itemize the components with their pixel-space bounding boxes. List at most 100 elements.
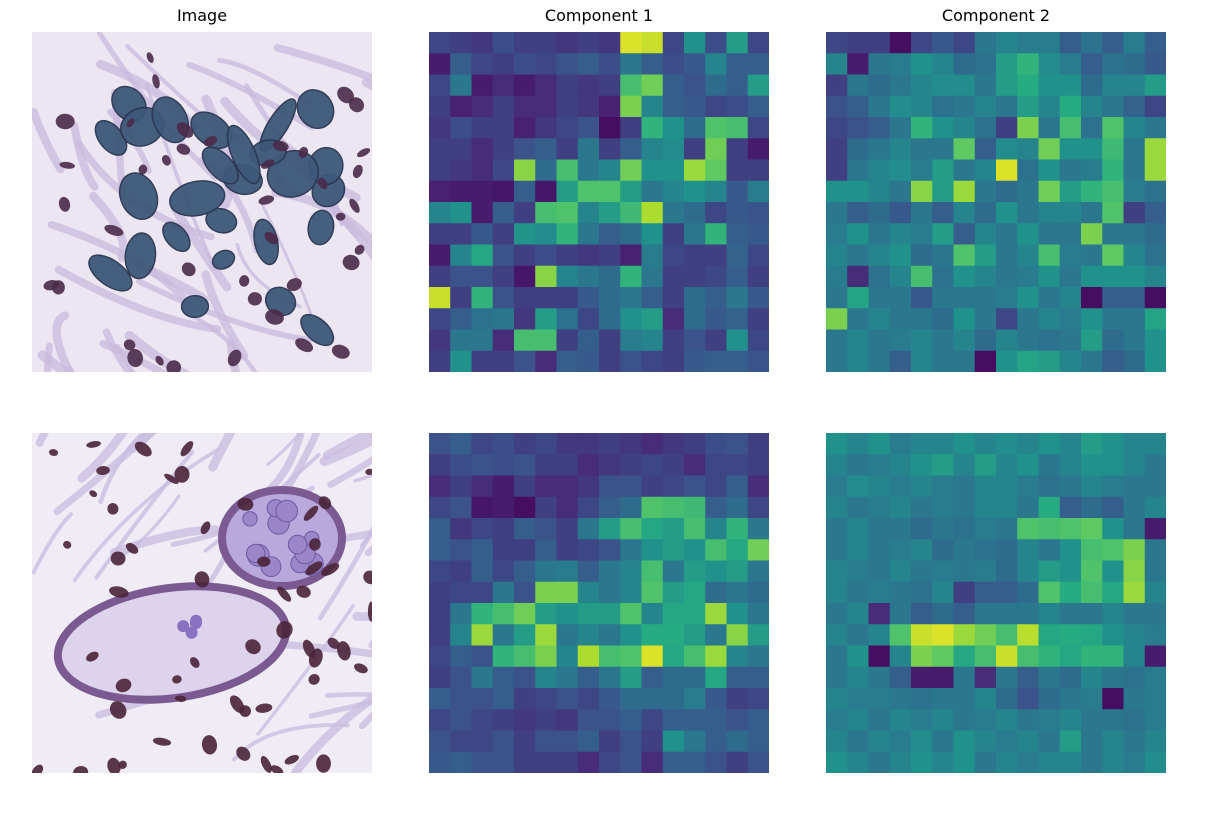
stromal-nucleus (296, 585, 311, 598)
stroma-fibre (216, 58, 313, 107)
heatmap-cell-r2-7-11 (1059, 581, 1082, 604)
heatmap-cell-r1-6-6 (556, 159, 579, 182)
heatmap-cell-r1-4-4 (911, 117, 933, 139)
heatmap-cell-r1-4-14 (1123, 117, 1146, 139)
heatmap-cell-r1-8-14 (726, 202, 749, 224)
stromal-nucleus (58, 196, 71, 212)
stroma-fibre (186, 61, 315, 131)
heatmap-cell-r1-3-7 (577, 95, 600, 118)
heatmap-cell-r2-0-4 (911, 433, 933, 455)
heatmap-cell-r2-9-1 (450, 624, 473, 647)
heatmap-cell-r2-12-4 (514, 688, 536, 710)
stromal-nucleus (176, 143, 191, 155)
heatmap-cell-r2-7-6 (556, 581, 579, 604)
heatmap-cell-r2-12-1 (450, 688, 473, 710)
heatmap-cell-r1-14-15 (1144, 329, 1166, 352)
heatmap-cell-r1-7-0 (429, 180, 451, 203)
heatmap-cell-r1-8-6 (953, 202, 976, 224)
heatmap-cell-r1-11-9 (620, 265, 643, 288)
heatmap-cell-r2-2-12 (684, 475, 706, 498)
heatmap-cell-r1-15-10 (1038, 350, 1061, 372)
tissue-image-svg (32, 32, 372, 372)
heatmap-cell-r2-12-8 (996, 688, 1018, 710)
heatmap-cell-r1-13-8 (996, 308, 1018, 331)
heatmap-cell-r1-4-5 (535, 117, 558, 139)
heatmap-cell-r1-15-15 (747, 350, 769, 372)
heatmap-cell-r1-4-1 (450, 117, 473, 139)
heatmap-cell-r1-11-9 (1017, 265, 1040, 288)
heatmap-cell-r2-14-13 (1102, 730, 1125, 753)
heatmap-cell-r2-3-5 (932, 496, 955, 519)
heatmap-cell-r1-8-5 (535, 202, 558, 224)
heatmap-cell-r1-12-14 (1123, 287, 1146, 309)
heatmap-cell-r2-9-4 (514, 624, 536, 647)
heatmap-cell-r1-15-2 (868, 350, 891, 372)
heatmap-cell-r1-15-11 (1059, 350, 1082, 372)
heatmap-cell-r1-12-15 (747, 287, 769, 309)
heatmap-cell-r1-9-0 (429, 223, 451, 246)
heatmap-cell-r2-9-5 (535, 624, 558, 647)
heatmap-cell-r1-15-11 (662, 350, 685, 372)
heatmap-cell-r2-5-6 (953, 539, 976, 562)
heatmap-cell-r1-8-8 (996, 202, 1018, 224)
heatmap-cell-r1-5-14 (1123, 138, 1146, 161)
gland-cell (287, 534, 308, 555)
heatmap-cell-r2-8-5 (932, 603, 955, 625)
heatmap-cell-r1-12-13 (705, 287, 728, 309)
tumor-nucleus (88, 254, 133, 292)
heatmap-cell-r2-8-5 (535, 603, 558, 625)
heatmap-cell-r2-9-1 (847, 624, 870, 647)
heatmap-cell-r2-14-4 (514, 730, 536, 753)
stromal-nucleus (261, 159, 275, 169)
stromal-nucleus (48, 449, 59, 456)
heatmap-cell-r2-5-14 (726, 539, 749, 562)
heatmap-cell-r2-0-0 (429, 433, 451, 455)
heatmap-cell-r2-2-4 (911, 475, 933, 498)
heatmap-cell-r1-15-4 (514, 350, 536, 372)
heatmap-cell-r1-13-0 (826, 308, 848, 331)
heatmap-cell-r2-4-12 (684, 518, 706, 540)
heatmap-cell-r1-12-2 (471, 287, 494, 309)
heatmap-cell-r2-6-2 (868, 560, 891, 583)
heatmap-cell-r1-2-3 (889, 74, 912, 97)
heatmap-cell-r1-12-7 (577, 287, 600, 309)
gland-cell (275, 499, 298, 523)
stromal-nucleus (176, 122, 194, 138)
heatmap-cell-r1-10-9 (1017, 244, 1040, 267)
heatmap-cell-r2-12-2 (471, 688, 494, 710)
heatmap-cell-r2-6-11 (662, 560, 685, 583)
heatmap-cell-r1-14-14 (1123, 329, 1146, 352)
heatmap-cell-r1-5-2 (471, 138, 494, 161)
heatmap-cell-r1-8-12 (684, 202, 706, 224)
heatmap-cell-r2-5-13 (705, 539, 728, 562)
stromal-nucleus (357, 148, 371, 158)
heatmap-cell-r2-12-5 (932, 688, 955, 710)
heatmap-cell-r1-11-0 (429, 265, 451, 288)
heatmap-cell-r2-5-12 (1081, 539, 1103, 562)
heatmap-cell-r2-0-10 (641, 433, 664, 455)
heatmap-cell-r2-5-13 (1102, 539, 1125, 562)
heatmap-cell-r2-14-12 (1081, 730, 1103, 753)
heatmap-cell-r1-11-1 (450, 265, 473, 288)
heatmap-cell-r2-8-6 (953, 603, 976, 625)
stromal-nucleus (247, 292, 262, 306)
stromal-nucleus (138, 164, 148, 175)
stromal-nucleus (276, 621, 293, 639)
heatmap-cell-r2-11-13 (705, 666, 728, 689)
heatmap-cell-r2-9-8 (996, 624, 1018, 647)
heatmap-cell-r2-6-0 (429, 560, 451, 583)
heatmap-cell-r2-15-11 (662, 751, 685, 773)
heatmap-cell-r2-4-0 (826, 518, 848, 540)
heatmap-cell-r1-14-7 (577, 329, 600, 352)
heatmap-cell-r1-3-2 (471, 95, 494, 118)
heatmap-cell-r1-8-8 (599, 202, 621, 224)
heatmap-cell-r2-10-2 (868, 645, 891, 668)
heatmap-cell-r1-0-15 (1144, 32, 1166, 54)
heatmap-cell-r1-12-5 (535, 287, 558, 309)
heatmap-cell-r2-1-9 (1017, 454, 1040, 477)
heatmap-cell-r1-9-5 (932, 223, 955, 246)
heatmap-cell-r2-8-11 (662, 603, 685, 625)
heatmap-cell-r2-13-3 (889, 709, 912, 732)
heatmap-cell-r1-1-6 (556, 53, 579, 76)
heatmap-cell-r2-5-8 (599, 539, 621, 562)
